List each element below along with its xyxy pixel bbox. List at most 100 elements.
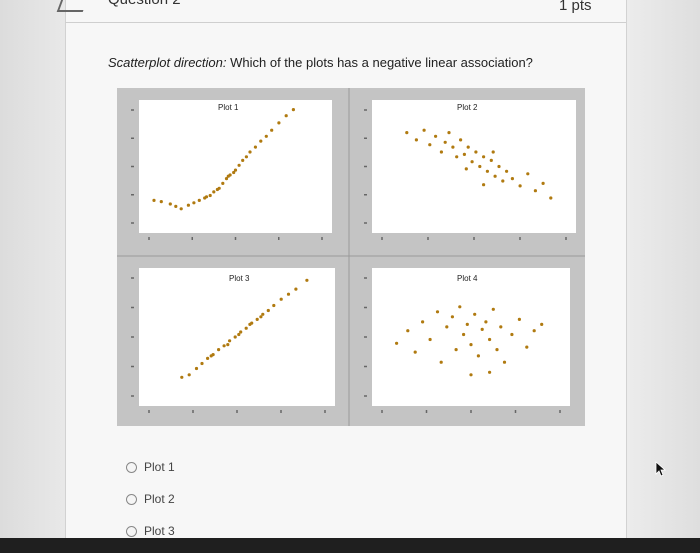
data-point (200, 361, 204, 366)
data-point (439, 150, 443, 154)
data-point (233, 335, 237, 339)
answer-option-plot-2[interactable]: Plot 2 (126, 490, 175, 508)
radio-button[interactable] (126, 461, 137, 473)
data-point (277, 121, 281, 125)
data-point (291, 108, 295, 112)
data-point (439, 360, 443, 364)
data-point (493, 174, 497, 178)
data-point (474, 150, 478, 154)
plot-title: Plot 2 (457, 103, 478, 112)
data-point (261, 312, 265, 316)
data-point (224, 177, 229, 181)
data-point (237, 163, 241, 167)
scatterplot-figure: Plot 1 Plot 2 Plot 3 Plot 4 (117, 88, 585, 426)
data-point (473, 312, 477, 316)
prompt-topic: Scatterplot direction: (108, 55, 227, 70)
question-points: 1 pts (559, 0, 592, 14)
radio-button[interactable] (126, 525, 137, 537)
data-point (215, 187, 219, 192)
data-point (237, 332, 241, 337)
data-point (549, 196, 553, 200)
data-point (505, 169, 509, 173)
data-point (540, 322, 544, 326)
data-point (421, 320, 425, 324)
data-point (226, 343, 230, 347)
data-point (462, 152, 466, 156)
data-point (526, 172, 530, 176)
data-point (455, 155, 459, 159)
header-divider (65, 22, 626, 23)
data-point (451, 145, 455, 149)
data-point (469, 373, 473, 377)
data-point (428, 143, 432, 147)
data-point (422, 128, 426, 132)
data-point (482, 183, 486, 187)
data-point (241, 158, 245, 162)
data-point (489, 158, 493, 162)
data-point (279, 297, 283, 301)
data-point (253, 145, 257, 149)
data-point (208, 193, 212, 198)
data-point (518, 184, 522, 188)
data-point (284, 114, 288, 118)
answer-option-plot-1[interactable]: Plot 1 (126, 458, 175, 476)
data-point (485, 169, 489, 173)
data-point (305, 278, 309, 282)
data-point (255, 317, 259, 321)
data-point (428, 337, 432, 342)
data-point (204, 195, 209, 199)
data-point (264, 134, 268, 138)
data-point (466, 145, 470, 149)
data-point (286, 292, 291, 296)
data-point (228, 339, 232, 343)
data-point (272, 303, 276, 308)
data-point (192, 201, 196, 205)
data-point (476, 354, 480, 358)
data-point (462, 332, 466, 337)
data-point (445, 325, 449, 329)
question-title: Question 2 (108, 0, 181, 8)
data-point (152, 198, 156, 202)
plot-area (139, 100, 332, 233)
answer-label: Plot 1 (144, 460, 175, 474)
data-point (405, 131, 409, 135)
data-point (159, 200, 163, 204)
prompt-text: Which of the plots has a negative linear… (226, 55, 533, 70)
scatterplot-grid: Plot 1 Plot 2 Plot 3 Plot 4 (117, 88, 585, 426)
data-point (226, 174, 230, 178)
data-point (491, 307, 495, 311)
data-point (248, 322, 252, 326)
data-point (180, 375, 184, 379)
plot-area (372, 268, 570, 406)
data-point (239, 330, 243, 334)
data-point (194, 366, 199, 371)
data-point (501, 179, 505, 183)
data-point (270, 128, 274, 132)
data-point (458, 305, 462, 309)
plot-title: Plot 4 (457, 274, 478, 283)
data-point (541, 181, 545, 185)
data-point (533, 189, 537, 193)
data-point (233, 168, 238, 172)
data-point (517, 317, 521, 321)
data-point (266, 308, 270, 313)
data-point (222, 344, 226, 348)
quiz-page: Question 2 1 pts Scatterplot direction: … (0, 0, 700, 538)
data-point (510, 332, 514, 337)
data-point (491, 150, 495, 154)
radio-button[interactable] (126, 493, 137, 505)
data-point (480, 327, 484, 331)
data-point (174, 204, 178, 208)
data-point (259, 139, 263, 143)
data-point (197, 198, 201, 202)
plot-area (372, 100, 576, 233)
data-point (510, 177, 514, 181)
data-point (413, 350, 417, 354)
mouse-pointer-icon (655, 461, 667, 477)
data-point (443, 140, 447, 144)
answer-option-plot-3[interactable]: Plot 3 (126, 522, 175, 538)
data-point (488, 370, 492, 374)
data-point (186, 203, 190, 207)
plot-title: Plot 1 (218, 103, 239, 112)
plot-area (139, 268, 335, 406)
